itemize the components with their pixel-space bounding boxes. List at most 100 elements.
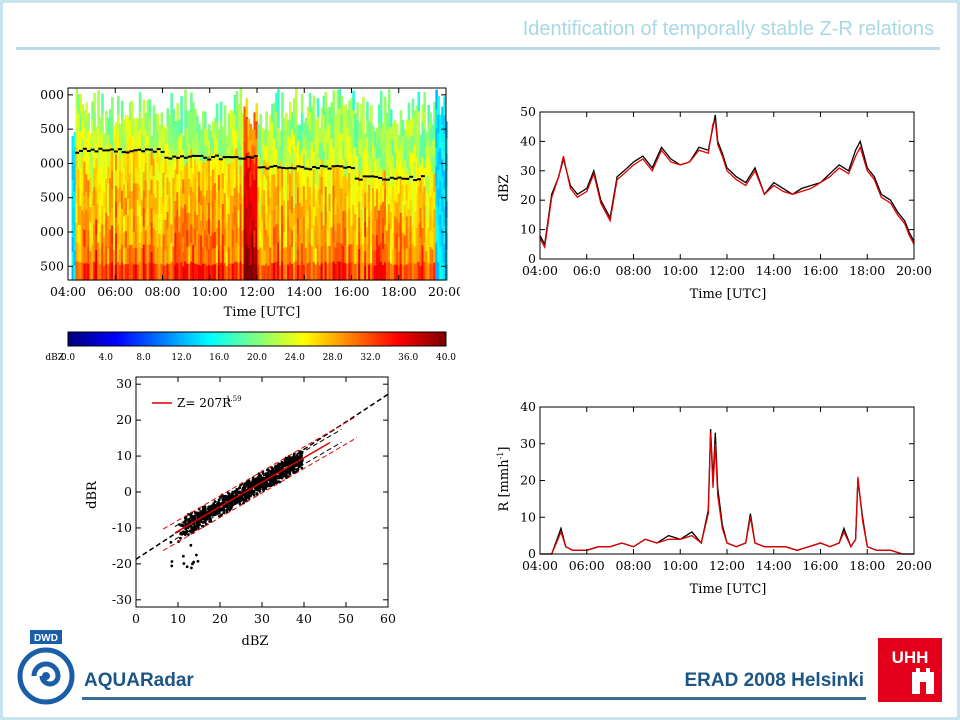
- heatmap-cell: [247, 263, 251, 281]
- heatmap-cell: [285, 213, 288, 231]
- heatmap-cell: [306, 141, 310, 160]
- heatmap-cell: [360, 103, 363, 122]
- heatmap-cell: [172, 126, 175, 144]
- heatmap-cell: [207, 202, 211, 219]
- bright-band-marker: [75, 151, 80, 154]
- heatmap-cell: [188, 127, 191, 145]
- heatmap-cell: [194, 160, 197, 178]
- heatmap-cell: [180, 261, 183, 281]
- heatmap-cell: [136, 215, 140, 233]
- heatmap-cell: [259, 147, 262, 165]
- heatmap-cell: [71, 236, 75, 252]
- heatmap-cell: [431, 186, 434, 203]
- heatmap-cell: [172, 177, 175, 196]
- heatmap-cell: [221, 264, 225, 281]
- heatmap-cell: [376, 142, 379, 159]
- heatmap-cell: [441, 210, 444, 229]
- heatmap-cell: [219, 262, 223, 281]
- heatmap-cell: [395, 186, 399, 203]
- heatmap-cell: [209, 160, 213, 176]
- heatmap-cell: [126, 214, 130, 232]
- heatmap-cell: [152, 245, 156, 264]
- heatmap-cell: [259, 263, 262, 281]
- heatmap-cell: [407, 102, 411, 121]
- scatter-point: [195, 521, 199, 525]
- heatmap-cell: [316, 98, 320, 117]
- heatmap-cell: [366, 119, 369, 138]
- heatmap-cell: [277, 89, 280, 109]
- heatmap-cell: [387, 222, 391, 243]
- heatmap-cell: [314, 183, 318, 201]
- scatter-point: [188, 518, 192, 522]
- heatmap-cell: [176, 244, 179, 263]
- heatmap-cell: [283, 263, 286, 281]
- heatmap-cell: [419, 207, 423, 223]
- heatmap-cell: [273, 173, 276, 193]
- heatmap-cell: [186, 263, 189, 281]
- heatmap-cell: [267, 265, 270, 281]
- heatmap-cell: [300, 242, 304, 262]
- heatmap-cell: [176, 156, 179, 175]
- heatmap-cell: [356, 191, 359, 210]
- heatmap-cell: [77, 205, 81, 225]
- heatmap-cell: [368, 120, 371, 137]
- heatmap-cell: [376, 173, 379, 190]
- heatmap-cell: [166, 108, 170, 127]
- heatmap-cell: [348, 226, 351, 245]
- heatmap-cell: [118, 217, 122, 234]
- y-tick-label: -20: [112, 556, 132, 571]
- bright-band-marker: [312, 166, 317, 169]
- heatmap-cell: [340, 261, 344, 281]
- heatmap-cell: [122, 231, 126, 249]
- scatter-point: [292, 465, 296, 468]
- heatmap-cell: [200, 144, 203, 161]
- heatmap-cell: [178, 247, 181, 265]
- heatmap-cell: [411, 207, 415, 227]
- heatmap-cell: [115, 201, 118, 218]
- heatmap-cell: [419, 134, 423, 150]
- scatter-point: [185, 530, 189, 533]
- heatmap-cell: [113, 126, 116, 143]
- heatmap-cell: [431, 140, 434, 157]
- colorbar-tick-label: 32.0: [360, 353, 380, 363]
- heatmap-cell: [217, 219, 221, 236]
- heatmap-cell: [241, 113, 245, 131]
- heatmap-cell: [136, 247, 140, 265]
- heatmap-cell: [298, 202, 302, 219]
- bright-band-marker: [261, 166, 266, 169]
- heatmap-cell: [209, 175, 213, 191]
- colorbar-segment: [146, 332, 151, 346]
- heatmap-cell: [310, 227, 314, 246]
- bright-band-marker: [230, 156, 235, 159]
- heatmap-cell: [213, 215, 217, 232]
- heatmap-cell: [158, 124, 162, 141]
- heatmap-cell: [372, 249, 375, 266]
- heatmap-cell: [247, 231, 251, 249]
- heatmap-cell: [83, 246, 86, 264]
- y-tick-label: 500: [40, 258, 64, 273]
- bright-band-marker: [90, 148, 95, 151]
- heatmap-cell: [117, 206, 120, 226]
- heatmap-cell: [75, 260, 79, 281]
- heatmap-cell: [221, 126, 225, 143]
- heatmap-cell: [124, 213, 128, 232]
- heatmap-cell: [174, 264, 177, 281]
- heatmap-cell: [93, 92, 96, 113]
- scatter-point: [254, 481, 258, 485]
- colorbar-segment: [121, 332, 126, 346]
- heatmap-cell: [437, 169, 440, 189]
- heatmap-cell: [405, 231, 409, 249]
- heatmap-cell: [342, 262, 345, 281]
- heatmap-cell: [85, 102, 88, 121]
- heatmap-cell: [204, 111, 207, 129]
- heatmap-cell: [399, 110, 403, 128]
- heatmap-cell: [405, 199, 409, 217]
- colorbar-segment: [417, 332, 422, 346]
- scatter-point: [185, 565, 189, 569]
- colorbar-segment: [263, 332, 267, 346]
- heatmap-cell: [158, 155, 162, 172]
- heatmap-cell: [269, 131, 272, 149]
- heatmap-cell: [326, 142, 330, 161]
- heatmap-cell: [374, 131, 377, 147]
- heatmap-cell: [411, 98, 415, 118]
